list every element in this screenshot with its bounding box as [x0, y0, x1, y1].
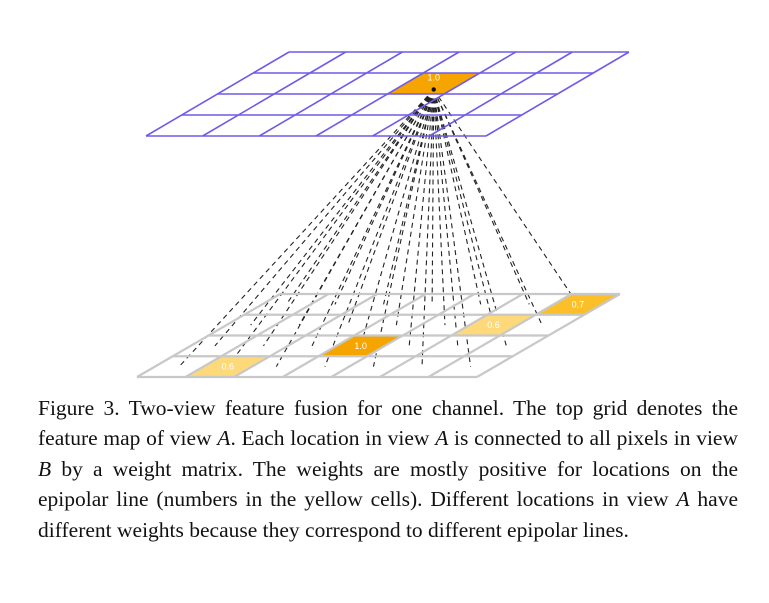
view-b-weight-label: 1.0 — [354, 341, 367, 351]
view-a-grid-line — [485, 51, 630, 137]
connection-line — [214, 89, 435, 347]
view-a-weight-label: 1.0 — [427, 73, 440, 83]
connection-line — [431, 89, 435, 305]
caption-text-5: have different weights because they corr… — [38, 487, 738, 542]
caption-text-1: Figure 3. Two-view feature fusion for on… — [38, 396, 738, 451]
caption-var-a: A — [676, 487, 690, 512]
caption-var-a: A — [435, 426, 449, 451]
connection-line — [433, 89, 459, 346]
view-b-weight-cell — [535, 294, 620, 315]
figure-caption: Figure 3. Two-view feature fusion for on… — [38, 393, 738, 545]
view-b-weight-label: 0.6 — [487, 320, 500, 330]
connection-line — [433, 89, 579, 305]
view-b-grid-line — [379, 293, 524, 378]
connection-line — [285, 89, 435, 305]
view-a-grid-line — [145, 51, 290, 137]
view-b-weight-cell — [318, 335, 403, 357]
fusion-figure: 0.6 1.0 0.6 0.7 1.0 — [136, 51, 630, 379]
view-a-highlight-cell — [387, 73, 480, 94]
view-b-weight-label: 0.7 — [572, 299, 585, 309]
connection-line — [275, 89, 435, 367]
connection-line — [408, 89, 435, 346]
view-b-grid-line — [427, 293, 572, 378]
caption-text-4: by a weight matrix. The weights are most… — [38, 456, 738, 512]
connection-line — [433, 89, 543, 326]
view-b-grid-line — [136, 293, 281, 378]
connection-line — [263, 89, 435, 347]
caption-text-3: is connected to all pixels in view — [448, 426, 738, 451]
connection-line — [433, 89, 446, 326]
view-b-weight-cell — [185, 356, 270, 377]
view-b-grid: 0.6 1.0 0.6 0.7 — [136, 292, 621, 379]
connection-line — [383, 89, 435, 305]
connection-line — [360, 89, 435, 347]
view-b-grid-line — [330, 293, 475, 378]
caption-var-a: A — [217, 426, 231, 451]
view-b-grid-line — [233, 293, 378, 378]
connection-line — [227, 89, 435, 367]
view-a-source-point — [431, 87, 436, 92]
view-a-grid-line — [428, 51, 573, 137]
caption-text-2: . Each location in view — [230, 426, 436, 451]
caption-var-b: B — [38, 456, 52, 481]
view-a-grid-line — [372, 51, 517, 137]
connection-line — [395, 89, 435, 326]
connection-line — [250, 89, 435, 326]
view-a-grid: 1.0 — [145, 51, 630, 137]
view-b-grid-line — [185, 293, 330, 378]
connection-line — [433, 89, 482, 305]
view-a-grid-line — [258, 51, 403, 137]
connection-line — [421, 89, 435, 367]
view-b-weight-cell — [451, 314, 536, 336]
connection-line — [433, 89, 495, 326]
view-b-grid-line — [282, 293, 427, 378]
connection-line — [178, 89, 435, 367]
view-b-weight-label: 0.6 — [221, 362, 234, 372]
connection-line — [347, 89, 435, 326]
connection-line — [311, 89, 435, 347]
view-a-grid-line — [202, 51, 347, 137]
view-b-grid-line — [476, 293, 621, 378]
view-a-grid-line — [315, 51, 460, 137]
